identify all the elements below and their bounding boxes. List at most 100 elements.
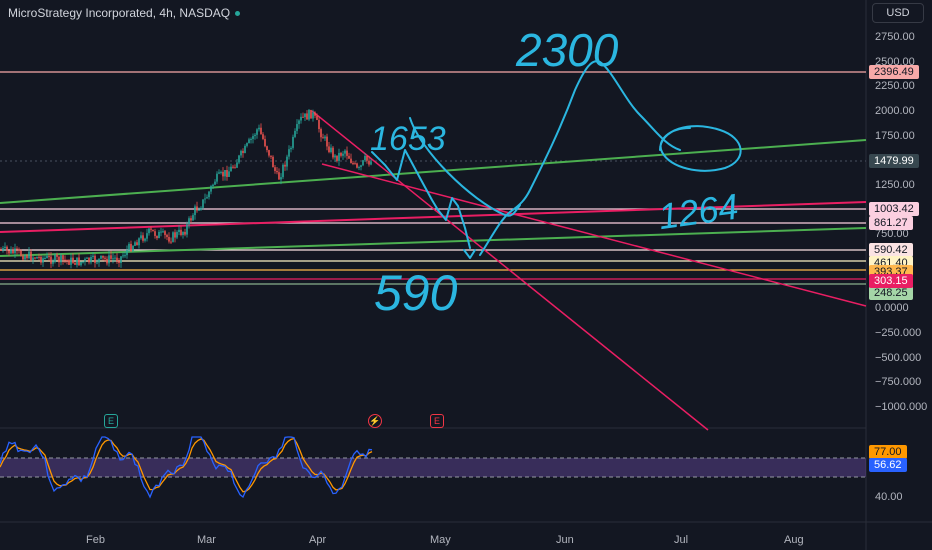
price-tag-248: 248.25 xyxy=(869,286,913,300)
candle-body xyxy=(322,137,324,139)
candle-body xyxy=(250,138,252,140)
handwritten-drawing[interactable]: 1653 2300 590 1264 xyxy=(370,24,742,321)
candle-body xyxy=(248,139,250,144)
candle-body xyxy=(184,231,186,235)
resistance-trendline[interactable] xyxy=(0,201,867,233)
price-tick: −250.000 xyxy=(875,327,922,339)
candle-body xyxy=(2,248,4,251)
candle-body xyxy=(70,257,72,265)
time-label: May xyxy=(430,534,451,546)
candle-body xyxy=(244,145,246,153)
candle-body xyxy=(232,166,234,168)
candle-body xyxy=(314,112,316,116)
upper-support-trendline[interactable] xyxy=(0,139,867,204)
time-label: Jul xyxy=(674,534,689,546)
time-label: Aug xyxy=(784,534,804,546)
candle-body xyxy=(328,146,330,153)
candle-body xyxy=(32,257,34,261)
candle-body xyxy=(212,184,214,187)
candle-body xyxy=(316,115,318,120)
candle-body xyxy=(260,127,262,135)
price-tick: 2000.00 xyxy=(875,105,915,117)
candle-body xyxy=(324,136,326,139)
candle-body xyxy=(234,167,236,169)
candle-body xyxy=(8,250,10,254)
dividend-flash-icon[interactable]: ⚡ xyxy=(368,414,382,428)
candle-body xyxy=(122,255,124,257)
candle-body xyxy=(150,228,152,230)
lower-support-trendline[interactable] xyxy=(0,227,867,257)
earnings-marker[interactable]: E xyxy=(430,414,444,428)
candle-body xyxy=(4,246,6,249)
candle-body xyxy=(220,171,222,173)
candle-body xyxy=(44,258,46,260)
candle-body xyxy=(356,163,358,168)
candle-body xyxy=(366,155,368,161)
candle-body xyxy=(52,261,54,264)
price-tick: 2250.00 xyxy=(875,80,915,92)
candle-body xyxy=(134,242,136,246)
price-tag-590: 590.42 xyxy=(869,243,913,257)
candle-body xyxy=(242,150,244,153)
candle-body xyxy=(86,257,88,259)
osc-k-line xyxy=(0,436,373,499)
candle-body xyxy=(148,228,150,234)
candle-body xyxy=(264,138,266,147)
candle-body xyxy=(140,235,142,239)
candle-body xyxy=(116,257,118,262)
time-label: Jun xyxy=(556,534,574,546)
candle-body xyxy=(292,136,294,148)
price-tag-1003: 1003.42 xyxy=(869,202,919,216)
candle-body xyxy=(170,241,172,243)
price-tick: 1250.00 xyxy=(875,179,915,191)
steep-down-trendline[interactable] xyxy=(311,110,709,431)
candle-body xyxy=(30,251,32,261)
chart-title[interactable]: MicroStrategy Incorporated, 4h, NASDAQ xyxy=(8,6,241,20)
candle-body xyxy=(112,258,114,260)
candle-body xyxy=(26,255,28,259)
candle-body xyxy=(74,262,76,265)
candle-body xyxy=(180,229,182,236)
price-tick: −750.000 xyxy=(875,376,922,388)
earnings-marker[interactable]: E xyxy=(104,414,118,428)
candle-body xyxy=(368,160,370,165)
candle-body xyxy=(270,155,272,157)
candle-body xyxy=(98,258,100,263)
price-tag-861: 861.27 xyxy=(869,216,913,230)
stochastic-oscillator xyxy=(0,436,866,499)
candle-body xyxy=(224,170,226,177)
candle-body xyxy=(188,218,190,225)
candle-body xyxy=(20,250,22,256)
candle-body xyxy=(254,134,256,137)
candle-body xyxy=(194,206,196,216)
candle-body xyxy=(106,258,108,264)
candle-body xyxy=(204,198,206,200)
candle-body xyxy=(24,255,26,260)
currency-button[interactable]: USD xyxy=(872,3,924,23)
candle-body xyxy=(246,143,248,146)
osc-tag-56: 56.62 xyxy=(869,458,907,472)
price-tick: 2750.00 xyxy=(875,31,915,43)
channel-down-trendline[interactable] xyxy=(321,163,867,307)
price-tag-2396: 2396.49 xyxy=(869,65,919,79)
candle-body xyxy=(214,181,216,185)
candle-body xyxy=(320,129,322,138)
candle-body xyxy=(192,215,194,221)
candle-body xyxy=(110,255,112,259)
price-tick: −500.000 xyxy=(875,352,922,364)
candle-body xyxy=(154,231,156,236)
candle-body xyxy=(172,232,174,242)
candle-body xyxy=(22,255,24,260)
candle-body xyxy=(146,233,148,239)
candle-body xyxy=(370,161,372,165)
osc-band xyxy=(0,458,866,477)
candle-body xyxy=(84,258,86,262)
candle-body xyxy=(360,165,362,167)
candle-body xyxy=(80,261,82,266)
candle-body xyxy=(68,260,70,265)
candle-body xyxy=(92,255,94,257)
candle-body xyxy=(230,166,232,172)
candle-body xyxy=(352,163,354,165)
candle-body xyxy=(6,246,8,251)
